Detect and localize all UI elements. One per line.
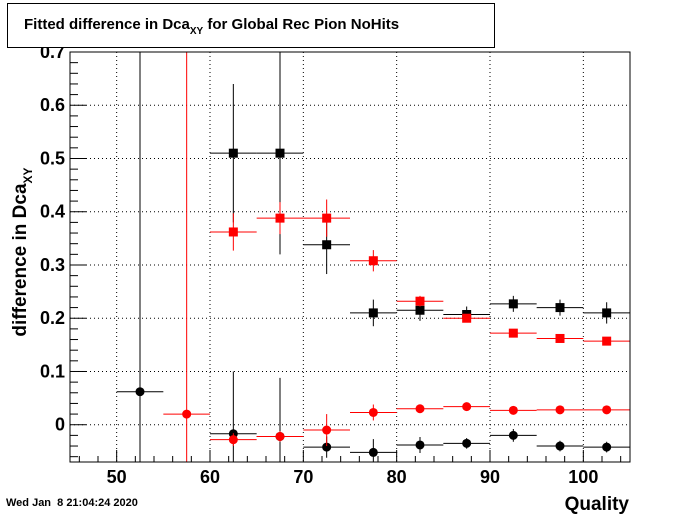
y-tick-label: 0.3 bbox=[40, 255, 65, 275]
data-point bbox=[415, 440, 425, 450]
data-point bbox=[555, 441, 565, 451]
data-point bbox=[508, 328, 518, 338]
data-point bbox=[228, 435, 238, 445]
series-layer bbox=[116, 52, 630, 462]
plot-frame bbox=[69, 51, 631, 463]
x-tick-label: 50 bbox=[107, 467, 127, 487]
data-point bbox=[602, 308, 612, 318]
data-point bbox=[602, 442, 612, 452]
x-tick-label: 70 bbox=[293, 467, 313, 487]
title-suffix: for Global Rec Pion NoHits bbox=[203, 16, 400, 33]
data-point bbox=[508, 405, 518, 415]
title-box: Fitted difference in DcaXY for Global Re… bbox=[7, 3, 495, 48]
title-main: Fitted difference in Dca bbox=[24, 16, 190, 33]
data-point bbox=[275, 213, 285, 223]
y-tick-label: 0.2 bbox=[40, 308, 65, 328]
data-point bbox=[415, 296, 425, 306]
data-point bbox=[228, 227, 238, 237]
data-point bbox=[555, 303, 565, 313]
data-series-1 bbox=[210, 52, 630, 327]
data-point bbox=[555, 405, 565, 415]
y-tick-label: 0.6 bbox=[40, 95, 65, 115]
data-point bbox=[368, 308, 378, 318]
y-axis-title-group: difference in DcaXY bbox=[10, 167, 35, 336]
data-point bbox=[415, 305, 425, 315]
y-tick-label: 0 bbox=[55, 415, 65, 435]
y-tick-label: 0.4 bbox=[40, 202, 65, 222]
title-subscript: XY bbox=[189, 26, 204, 37]
y-tick-label: 0.1 bbox=[40, 361, 65, 381]
y-tick-label: 0.5 bbox=[40, 148, 65, 168]
data-point bbox=[415, 404, 425, 414]
data-series-4 bbox=[163, 52, 630, 462]
x-tick-label: 60 bbox=[200, 467, 220, 487]
data-point bbox=[368, 447, 378, 457]
data-point bbox=[602, 405, 612, 415]
x-tick-label: 100 bbox=[568, 467, 598, 487]
x-tick-label: 90 bbox=[480, 467, 500, 487]
grid bbox=[70, 51, 630, 462]
data-point bbox=[462, 402, 472, 412]
data-point bbox=[462, 313, 472, 323]
data-point bbox=[508, 430, 518, 440]
data-point bbox=[182, 409, 192, 419]
data-point bbox=[322, 240, 332, 250]
data-point bbox=[368, 256, 378, 266]
y-axis-title: difference in DcaXY bbox=[10, 167, 35, 336]
data-point bbox=[555, 333, 565, 343]
data-point bbox=[508, 299, 518, 309]
data-point bbox=[135, 387, 145, 397]
x-tick-label: 80 bbox=[387, 467, 407, 487]
data-point bbox=[275, 431, 285, 441]
data-point bbox=[462, 438, 472, 448]
data-point bbox=[275, 148, 285, 158]
data-point bbox=[322, 213, 332, 223]
data-point bbox=[322, 425, 332, 435]
data-point bbox=[602, 336, 612, 346]
data-point bbox=[368, 407, 378, 417]
x-axis-title: Quality bbox=[565, 494, 630, 514]
data-series-2 bbox=[210, 199, 630, 346]
chart-title: Fitted difference in DcaXY for Global Re… bbox=[24, 16, 399, 37]
data-point bbox=[322, 442, 332, 452]
data-point bbox=[228, 148, 238, 158]
timestamp: Wed Jan 8 21:04:24 2020 bbox=[6, 497, 138, 509]
